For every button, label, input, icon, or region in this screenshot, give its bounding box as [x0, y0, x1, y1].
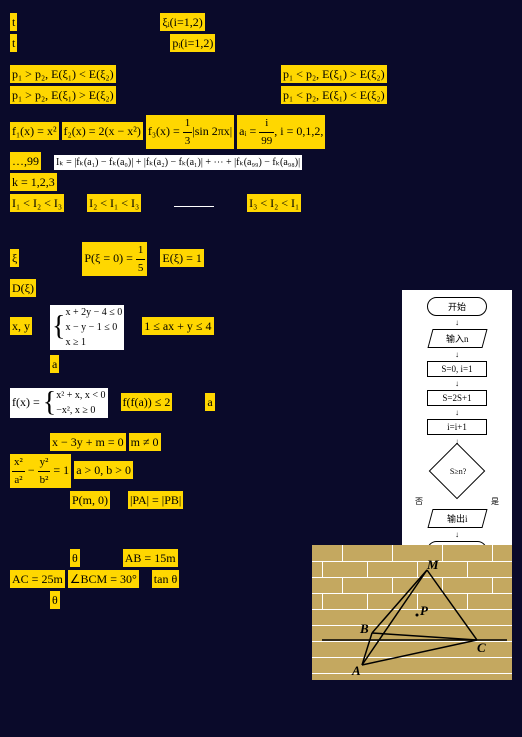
f1: f₁(x) = x² [10, 122, 59, 140]
fc-cond: S≥n? [429, 443, 486, 500]
label-A: A [352, 663, 361, 679]
var-t: t [10, 13, 17, 31]
ai: aᵢ = i99, i = 0,1,2, [237, 115, 325, 149]
label-C: C [477, 640, 486, 656]
fc-out: 输出i [427, 509, 487, 528]
q10-a: a [50, 355, 59, 373]
f3: f₃(x) = 13|sin 2πx| [146, 115, 234, 149]
label-B: B [360, 621, 369, 637]
fc-no: 否 [415, 496, 423, 507]
q12-pa: |PA| = |PB| [128, 491, 183, 509]
var-pi: pᵢ(i=1,2) [170, 34, 215, 52]
fc-s1: S=0, i=1 [427, 361, 487, 377]
q11-a: a [205, 393, 214, 411]
brick-diagram: M P B C A [312, 545, 512, 680]
q9-p0: P(ξ = 0) = 15 [82, 242, 147, 276]
blank [174, 206, 214, 207]
opt-b2: p₁ < p₂, E(ξ₁) < E(ξ₂) [281, 86, 387, 104]
fc-s2: S=2S+1 [427, 390, 487, 406]
var-t2: t [10, 34, 17, 52]
q11-cond: f(f(a)) ≤ 2 [121, 393, 173, 411]
q10-xy: x, y [10, 317, 32, 335]
f2: f₂(x) = 2(x − x²) [62, 122, 143, 140]
q13-tan: tan θ [152, 570, 179, 588]
geometry-svg [312, 545, 512, 680]
q9-xi: ξ [10, 249, 19, 267]
label-M: M [427, 557, 439, 573]
q12-ell: x²a² − y²b² = 1 [10, 454, 71, 488]
opt-a2: p₁ < p₂, E(ξ₁) > E(ξ₂) [281, 65, 387, 83]
k: k = 1,2,3 [10, 173, 57, 191]
q12-m: m ≠ 0 [129, 433, 161, 451]
q13-ang: ∠BCM = 30° [68, 570, 139, 588]
fc-start: 开始 [427, 297, 487, 316]
q13-ac: AC = 25m [10, 570, 65, 588]
q11-f: f(x) = {x² + x, x < 0−x², x ≥ 0 [10, 388, 108, 418]
q8-oa: I₁ < I₂ < I₃ [10, 194, 64, 212]
Ik: Iₖ = |fₖ(a₁) − fₖ(a₀)| + |fₖ(a₂) − fₖ(a₁… [54, 155, 302, 170]
q8-od: I₃ < I₂ < I₁ [247, 194, 301, 212]
q10-r: 1 ≤ ax + y ≤ 4 [142, 317, 213, 335]
opt-a1: p₁ > p₂, E(ξ₁) < E(ξ₂) [10, 65, 116, 83]
opt-b1: p₁ > p₂, E(ξ₁) > E(ξ₂) [10, 86, 116, 104]
var-xi: ξᵢ(i=1,2) [160, 13, 204, 31]
dots: …,99 [10, 152, 41, 170]
fc-input: 输入n [427, 329, 487, 348]
q13-th: θ [70, 549, 80, 567]
q12-p: P(m, 0) [70, 491, 110, 509]
fc-s3: i=i+1 [427, 419, 487, 435]
q13-th2: θ [50, 591, 60, 609]
fc-yes: 是 [491, 496, 499, 507]
q12-ab: a > 0, b > 0 [74, 461, 133, 479]
label-P: P [420, 603, 428, 619]
q8-ob: I₂ < I₁ < I₃ [87, 194, 141, 212]
q9-d: D(ξ) [10, 279, 36, 297]
flowchart: 开始 ↓ 输入n ↓ S=0, i=1 ↓ S=2S+1 ↓ i=i+1 ↓ S… [402, 290, 512, 567]
q12-l: x − 3y + m = 0 [50, 433, 126, 451]
q13-ab: AB = 15m [123, 549, 178, 567]
q10-sys: {x + 2y − 4 ≤ 0x − y − 1 ≤ 0x ≥ 1 [50, 305, 124, 350]
q9-e: E(ξ) = 1 [160, 249, 203, 267]
